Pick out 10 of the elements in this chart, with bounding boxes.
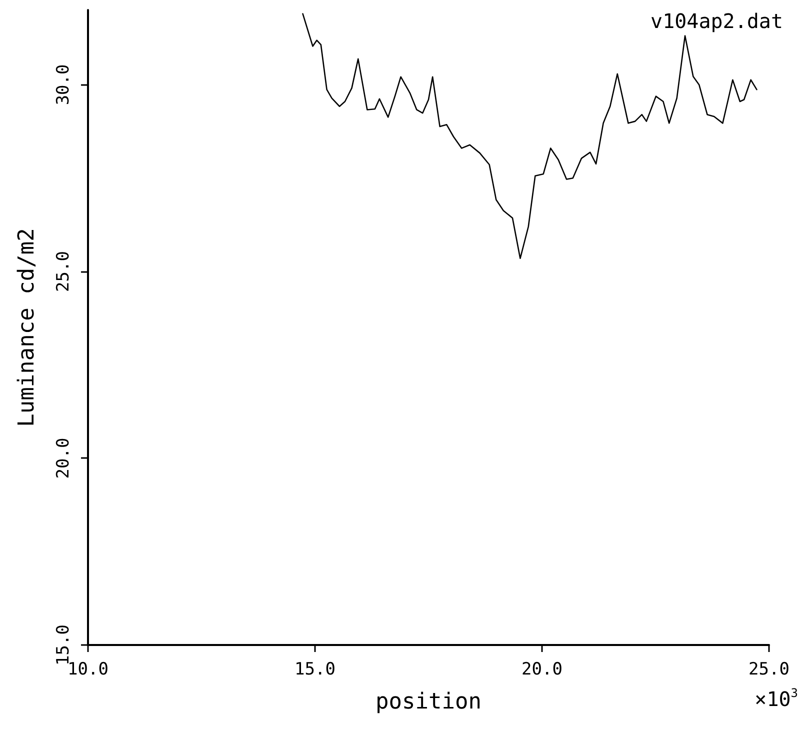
- y-axis-title: Luminance cd/m2: [14, 228, 40, 427]
- x-axis-title: position: [376, 690, 482, 714]
- x-tick-label: 15.0: [294, 660, 336, 680]
- y-tick-label: 25.0: [54, 250, 74, 292]
- x-tick-label: 25.0: [748, 660, 790, 680]
- y-tick-label: 20.0: [54, 438, 74, 479]
- x-tick-label: 10.0: [68, 660, 108, 680]
- y-tick-label: 30.0: [54, 64, 74, 106]
- x-tick-label: 20.0: [522, 660, 562, 680]
- chart-title: v104ap2.dat: [650, 9, 783, 33]
